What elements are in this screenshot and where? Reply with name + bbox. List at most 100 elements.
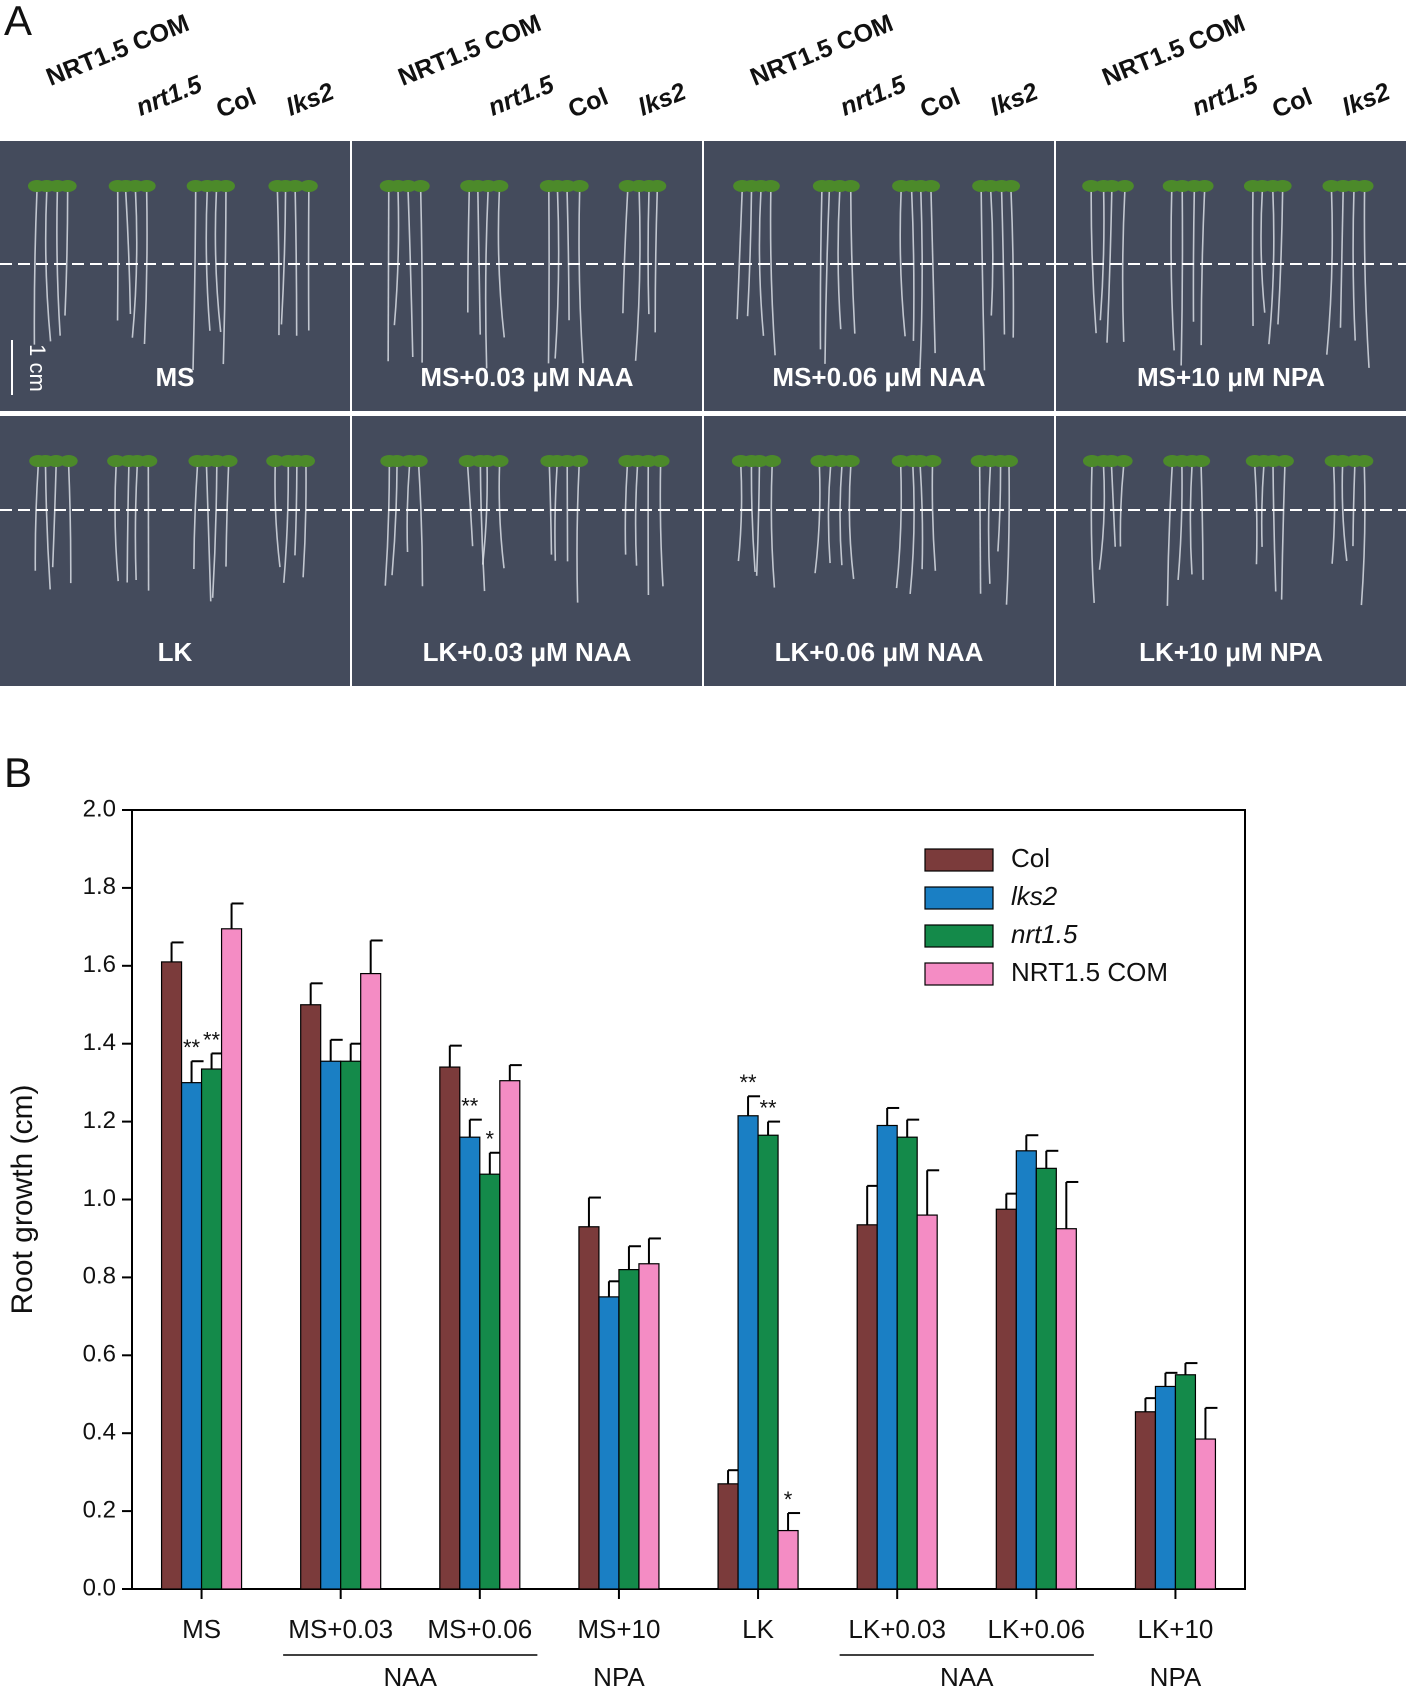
- bar: [717, 1483, 739, 1590]
- root: [980, 190, 986, 371]
- root: [1254, 465, 1258, 565]
- genotype-label: Col: [1268, 83, 1316, 124]
- root: [134, 465, 139, 581]
- root: [143, 190, 148, 345]
- genotype-label: lks2: [986, 77, 1042, 121]
- bar: [737, 1115, 759, 1590]
- x-tick-label: LK+10: [1137, 1614, 1213, 1644]
- leaf: [1275, 455, 1294, 467]
- significance: *: [486, 1127, 495, 1152]
- x-tick-label: LK: [742, 1614, 774, 1644]
- leaf: [58, 180, 77, 192]
- root: [1119, 465, 1125, 547]
- root: [1341, 465, 1348, 562]
- root: [419, 190, 424, 363]
- root: [387, 190, 390, 362]
- root: [848, 465, 855, 580]
- leaf: [399, 180, 418, 192]
- root: [622, 190, 629, 314]
- root: [736, 190, 743, 320]
- root: [1177, 465, 1183, 580]
- root: [1339, 190, 1344, 328]
- bar: [856, 1224, 878, 1590]
- leaf: [1000, 455, 1019, 467]
- leaf: [1355, 180, 1374, 192]
- root: [51, 465, 57, 568]
- root: [978, 465, 982, 594]
- root: [647, 190, 650, 315]
- root: [1098, 465, 1106, 570]
- leaf: [1082, 180, 1101, 192]
- root: [659, 465, 664, 587]
- significance: **: [760, 1095, 778, 1120]
- x-tick-label: MS+10: [577, 1614, 660, 1644]
- leaf: [216, 180, 235, 192]
- bar: [499, 1080, 521, 1590]
- leaf: [651, 455, 670, 467]
- root: [1000, 190, 1006, 335]
- genotype-label: nrt1.5: [836, 70, 911, 122]
- leaf: [47, 455, 66, 467]
- y-tick-label: 0.8: [83, 1263, 116, 1290]
- leaf: [59, 455, 78, 467]
- root: [1260, 465, 1265, 547]
- leaf: [458, 455, 477, 467]
- root: [576, 465, 580, 603]
- root: [997, 465, 1002, 552]
- root: [1280, 465, 1286, 600]
- root: [114, 465, 119, 582]
- genotype-label: nrt1.5: [132, 70, 207, 122]
- root: [1331, 465, 1336, 564]
- root: [547, 190, 550, 364]
- genotype-label: Col: [564, 83, 612, 124]
- bar: [777, 1529, 799, 1590]
- legend-label: Col: [1011, 843, 1050, 873]
- y-tick-label: 0.2: [83, 1496, 116, 1523]
- root: [1170, 190, 1175, 351]
- panel-label: B: [4, 749, 32, 796]
- root: [1110, 465, 1117, 547]
- root: [770, 465, 776, 588]
- group-label: NAA: [384, 1662, 438, 1692]
- leaf: [411, 180, 430, 192]
- bar: [757, 1134, 779, 1590]
- genotype-label: lks2: [1338, 77, 1394, 121]
- root: [205, 190, 211, 331]
- root: [1099, 190, 1105, 321]
- bar: [200, 1068, 223, 1590]
- significance: **: [461, 1093, 479, 1118]
- significance: **: [203, 1027, 221, 1052]
- root: [282, 465, 290, 583]
- leaf: [761, 180, 780, 192]
- root: [1200, 465, 1204, 580]
- root: [302, 465, 307, 578]
- root: [1272, 465, 1277, 592]
- bar: [320, 1060, 342, 1590]
- root: [909, 465, 915, 594]
- leaf: [750, 455, 769, 467]
- root: [33, 190, 38, 345]
- root: [824, 190, 831, 364]
- root: [44, 190, 52, 342]
- genotype-label: lks2: [634, 77, 690, 121]
- root: [578, 190, 584, 364]
- scale-bar-label: 1 cm: [25, 344, 50, 392]
- root: [910, 190, 915, 341]
- y-tick-label: 0.4: [83, 1419, 116, 1446]
- root: [211, 465, 218, 598]
- leaf: [286, 180, 305, 192]
- x-tick-label: MS+0.06: [427, 1614, 532, 1644]
- leaf: [648, 180, 667, 192]
- leaf: [570, 455, 589, 467]
- root: [1189, 465, 1193, 575]
- leaf: [841, 455, 860, 467]
- root: [193, 465, 199, 570]
- root: [44, 465, 51, 590]
- root: [1090, 190, 1097, 334]
- root: [931, 465, 937, 571]
- legend-label: nrt1.5: [1011, 919, 1078, 949]
- root: [214, 190, 222, 333]
- root: [225, 465, 230, 567]
- legend-swatch: [924, 886, 994, 910]
- root: [484, 190, 489, 369]
